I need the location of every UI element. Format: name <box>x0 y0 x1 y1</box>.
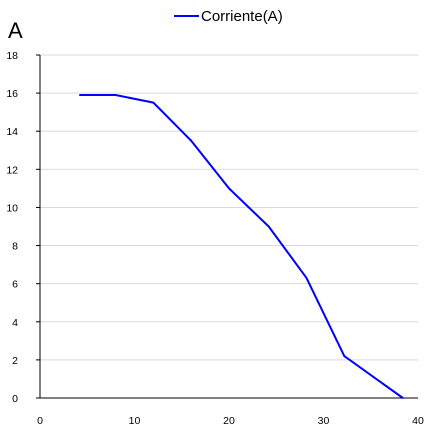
y-tick-label: 6 <box>12 279 18 291</box>
y-tick-label: 8 <box>12 241 18 253</box>
y-tick-label: 16 <box>6 88 18 100</box>
legend: Corriente(A) <box>174 8 283 25</box>
y-tick-label: 0 <box>12 393 18 405</box>
series-line <box>79 94 404 399</box>
data-point <box>267 225 270 228</box>
gridlines <box>40 54 418 361</box>
data-point <box>305 277 308 279</box>
data-point <box>402 397 404 399</box>
x-tick-label: 20 <box>223 415 235 427</box>
legend-label: Corriente(A) <box>201 8 283 25</box>
axes <box>36 54 418 399</box>
y-tick-labels: 0 2 4 6 8 10 12 14 16 18 <box>6 50 18 405</box>
x-tick-label: 0 <box>37 415 43 427</box>
x-tick-label: 30 <box>318 415 330 427</box>
y-tick-label: 10 <box>6 202 18 214</box>
data-point <box>114 94 117 96</box>
series-layer <box>78 94 404 399</box>
x-tick-label: 40 <box>412 415 424 427</box>
y-axis-unit-label: A <box>8 18 23 43</box>
y-tick-label: 14 <box>6 126 18 138</box>
y-tick-label: 2 <box>12 355 18 367</box>
y-tick-label: 12 <box>6 164 18 176</box>
data-point <box>190 139 192 142</box>
data-point <box>152 101 155 104</box>
data-point <box>343 355 346 357</box>
x-tick-labels: 0 10 20 30 40 <box>37 415 424 427</box>
data-point <box>78 94 81 96</box>
y-tick-label: 18 <box>6 50 18 62</box>
y-tick-label: 4 <box>12 317 18 329</box>
data-point <box>228 187 230 190</box>
x-tick-label: 10 <box>129 415 141 427</box>
